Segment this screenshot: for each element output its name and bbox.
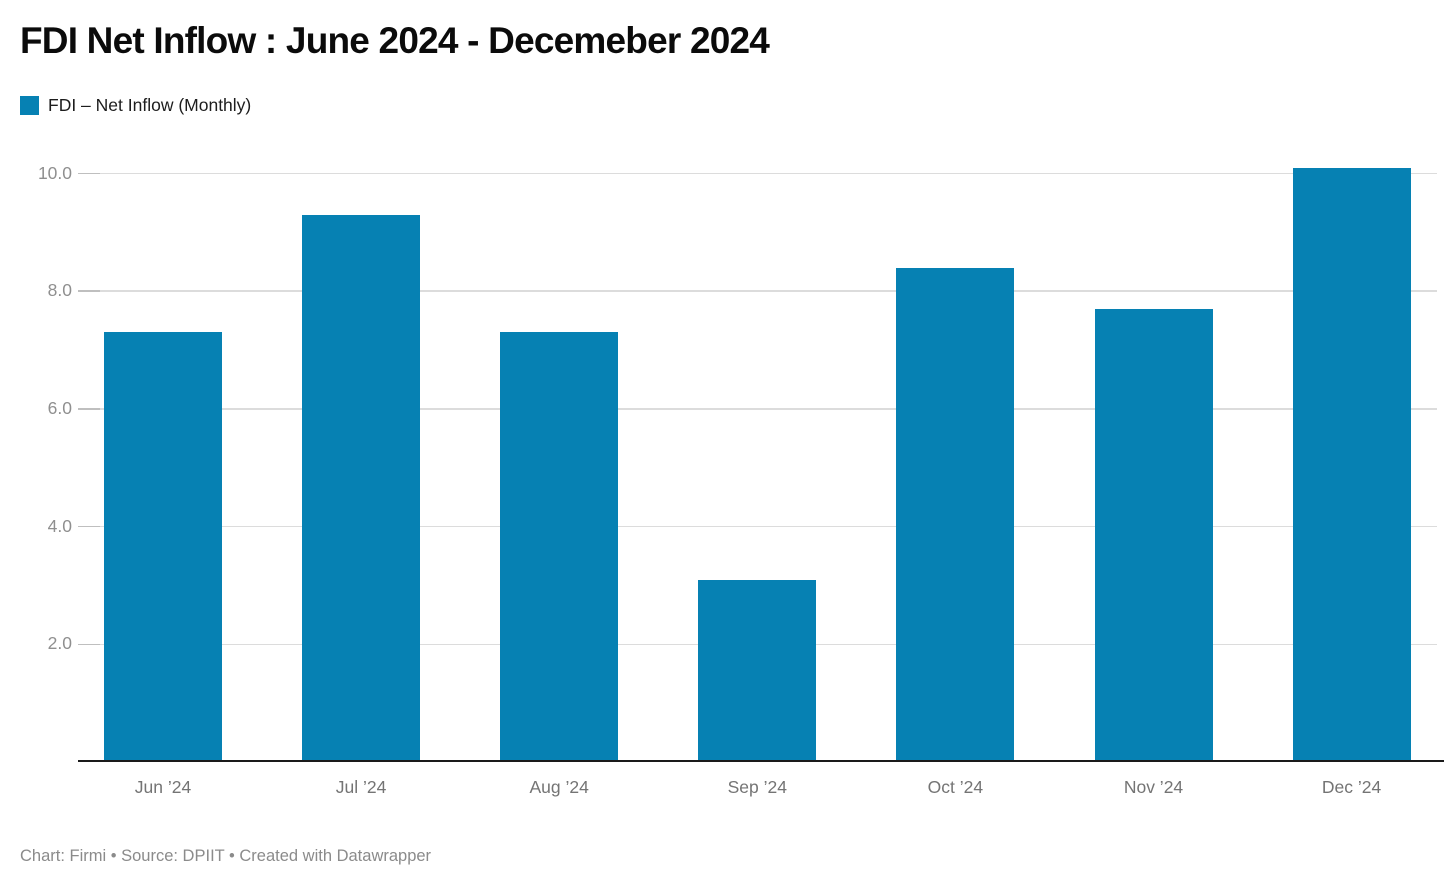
- legend-swatch-icon: [20, 96, 39, 115]
- y-gridline: [78, 290, 1437, 292]
- bar-sep-24[interactable]: [698, 579, 817, 762]
- legend: FDI – Net Inflow (Monthly): [20, 95, 251, 116]
- y-axis-tick-label: 4.0: [47, 515, 72, 536]
- x-axis-category-label: Jun ’24: [134, 777, 192, 797]
- chart-title: FDI Net Inflow : June 2024 - Decemeber 2…: [20, 20, 770, 61]
- bar-jul-24[interactable]: [302, 214, 421, 762]
- x-axis-category-label: Nov ’24: [1123, 777, 1184, 797]
- bar-dec-24[interactable]: [1292, 167, 1411, 762]
- bar-jun-24[interactable]: [104, 332, 222, 762]
- x-axis-category-label: Jul ’24: [335, 777, 387, 797]
- y-gridline: [78, 525, 1437, 528]
- bar-oct-24[interactable]: [896, 267, 1015, 762]
- y-axis-tick-label: 10.0: [37, 162, 72, 183]
- x-axis-category-label: Oct ’24: [927, 777, 984, 797]
- x-axis-line: [78, 759, 1444, 762]
- legend-label: FDI – Net Inflow (Monthly): [48, 95, 252, 115]
- chart-footer: Chart: Firmi • Source: DPIIT • Created w…: [20, 847, 432, 865]
- x-axis-category-label: Sep ’24: [727, 777, 787, 797]
- x-axis-category-label: Dec ’24: [1321, 777, 1382, 797]
- x-axis-category-label: Aug ’24: [529, 777, 589, 797]
- bar-nov-24[interactable]: [1094, 308, 1213, 762]
- y-gridline: [78, 408, 1437, 410]
- y-gridline: [78, 172, 1437, 175]
- y-axis-tick-label: 6.0: [47, 397, 72, 418]
- bar-aug-24[interactable]: [500, 332, 619, 762]
- y-axis-tick-label: 2.0: [47, 633, 72, 654]
- y-axis-tick-label: 8.0: [47, 280, 72, 301]
